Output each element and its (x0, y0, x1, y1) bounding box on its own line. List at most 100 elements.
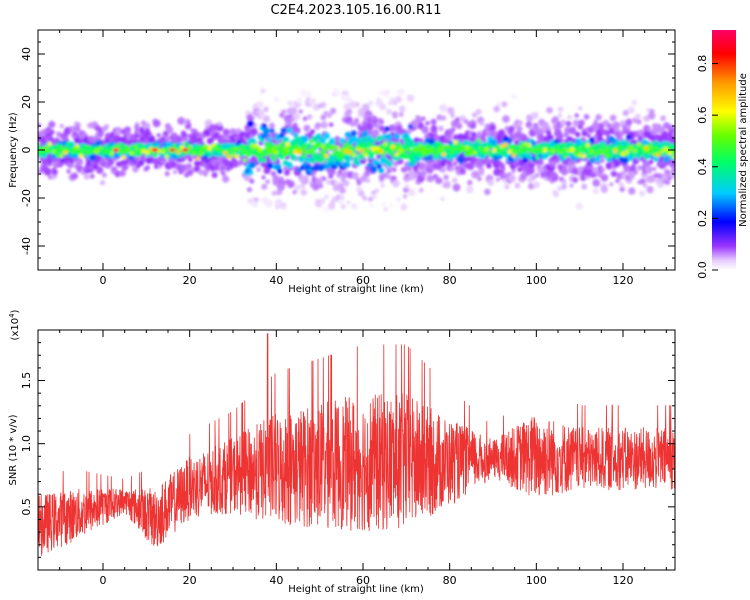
spectrogram-cell (67, 141, 72, 147)
spectrogram-cell (425, 165, 434, 174)
spectrogram-cell (451, 177, 458, 184)
spectrogram-cell (323, 132, 330, 140)
spectrogram-cell (589, 149, 594, 154)
spectrogram-cell (165, 125, 174, 134)
spectrogram-cell (354, 160, 361, 167)
spectrogram-cell (467, 180, 473, 186)
spectrogram-cell (648, 159, 654, 165)
spectrogram-cell (463, 119, 469, 124)
spectrogram-cell (502, 115, 510, 123)
x-tick-label: 100 (526, 574, 547, 587)
spectrogram-cell (343, 149, 349, 154)
spectrogram-cell (581, 154, 587, 159)
spectrogram-cell (175, 136, 183, 144)
spectrogram-cell (560, 119, 567, 126)
spectrogram-cell (51, 169, 58, 176)
spectrogram-cell (393, 133, 400, 140)
spectrogram-cell (552, 116, 559, 123)
spectrogram-cell (670, 143, 675, 151)
spectrogram-cell (249, 178, 255, 184)
spectrogram-cell (492, 148, 497, 153)
spectrogram-cell (338, 182, 344, 189)
spectrogram-cell (520, 148, 527, 156)
spectrogram-cell (257, 155, 263, 161)
spectrogram-cell (640, 144, 645, 149)
spectrogram-cell (455, 122, 463, 130)
spectrogram-cell (471, 112, 478, 118)
spectrogram-cell (617, 131, 624, 138)
spectrogram-cell (569, 183, 574, 188)
spectrogram-cell (545, 129, 552, 136)
spectrogram-cell (478, 169, 485, 176)
spectrogram-cell (354, 101, 360, 108)
spectrogram-cell (410, 152, 415, 158)
spectrogram-cell (440, 115, 447, 121)
spectrogram-cell (222, 175, 230, 183)
x-tick-label: 40 (269, 574, 283, 587)
spectrogram-cell (294, 184, 301, 191)
spectrogram-cell (460, 144, 466, 149)
spectrogram-cell (464, 145, 470, 150)
spectrogram-cell (671, 149, 675, 155)
spectrogram-cell (507, 174, 516, 183)
spectrogram-cell (302, 143, 308, 150)
spectrogram-cell (600, 174, 609, 182)
spectrogram-cell (386, 108, 393, 115)
colorbar-ticks: 0.0 0.2 0.4 0.6 0.8 (696, 55, 718, 279)
spectrogram-cell (49, 129, 55, 135)
spectrogram-cell (638, 190, 646, 197)
spectrogram-cell (371, 146, 376, 152)
spectrogram-cell (443, 174, 449, 180)
spectrogram-cell (643, 115, 650, 122)
spectrogram-cell (369, 154, 374, 160)
spectrogram-cell (671, 154, 675, 160)
spectrogram-cell (523, 141, 528, 146)
spectrogram-cell (141, 149, 146, 154)
spectrogram-cell (124, 126, 131, 133)
spectrogram-cell (365, 178, 371, 183)
spectrogram-cell (430, 125, 438, 132)
spectrogram-cell (300, 153, 306, 159)
spectrogram-cell (574, 113, 579, 118)
spectrogram-cell (266, 162, 274, 170)
spectrogram-cell (381, 201, 387, 207)
spectrogram-cell (169, 148, 176, 152)
spectrogram-cell (662, 156, 669, 163)
spectrogram-cell (246, 186, 253, 193)
spectrogram-cell (286, 180, 295, 189)
spectrogram-cell (324, 153, 329, 158)
spectrogram-cell (145, 150, 150, 155)
x-tick-label: 60 (356, 574, 370, 587)
spectrogram-cell (254, 197, 259, 202)
spectrogram-cell (179, 164, 188, 173)
spectrogram-cell (411, 160, 417, 166)
spectrogram-cell (554, 143, 559, 148)
spectrogram-cell (580, 174, 587, 182)
spectrogram-cell (395, 95, 403, 103)
spectrogram-cell (601, 143, 606, 148)
spectrogram-cell (416, 117, 423, 124)
spectrogram-cell (402, 194, 408, 199)
spectrogram-cell (164, 136, 171, 142)
spectrogram-cell (561, 178, 567, 185)
spectrogram-cell (592, 178, 601, 187)
spectrogram-cell (438, 125, 444, 132)
spectrogram-cell (269, 154, 275, 160)
spectrogram-cell (339, 137, 345, 143)
spectrogram-cell (577, 153, 583, 158)
spectrogram-cell (668, 171, 675, 179)
spectrogram-cell (347, 97, 352, 102)
spectrogram-cell (354, 206, 359, 211)
spectrogram-cell (600, 185, 608, 194)
spectrogram-cell (478, 120, 484, 126)
spectrogram-cell (652, 166, 657, 171)
spectrogram-cell (42, 161, 47, 166)
spectrogram-cell (568, 126, 577, 135)
spectrogram-cell (263, 167, 271, 175)
x-tick-label: 0 (100, 274, 107, 287)
spectrogram-cell (129, 151, 134, 156)
spectrogram-cell (256, 101, 264, 108)
snr-frame (37, 329, 676, 571)
spectrogram-x-label: Height of straight line (km) (288, 284, 424, 295)
spectrogram-cell (372, 129, 380, 137)
